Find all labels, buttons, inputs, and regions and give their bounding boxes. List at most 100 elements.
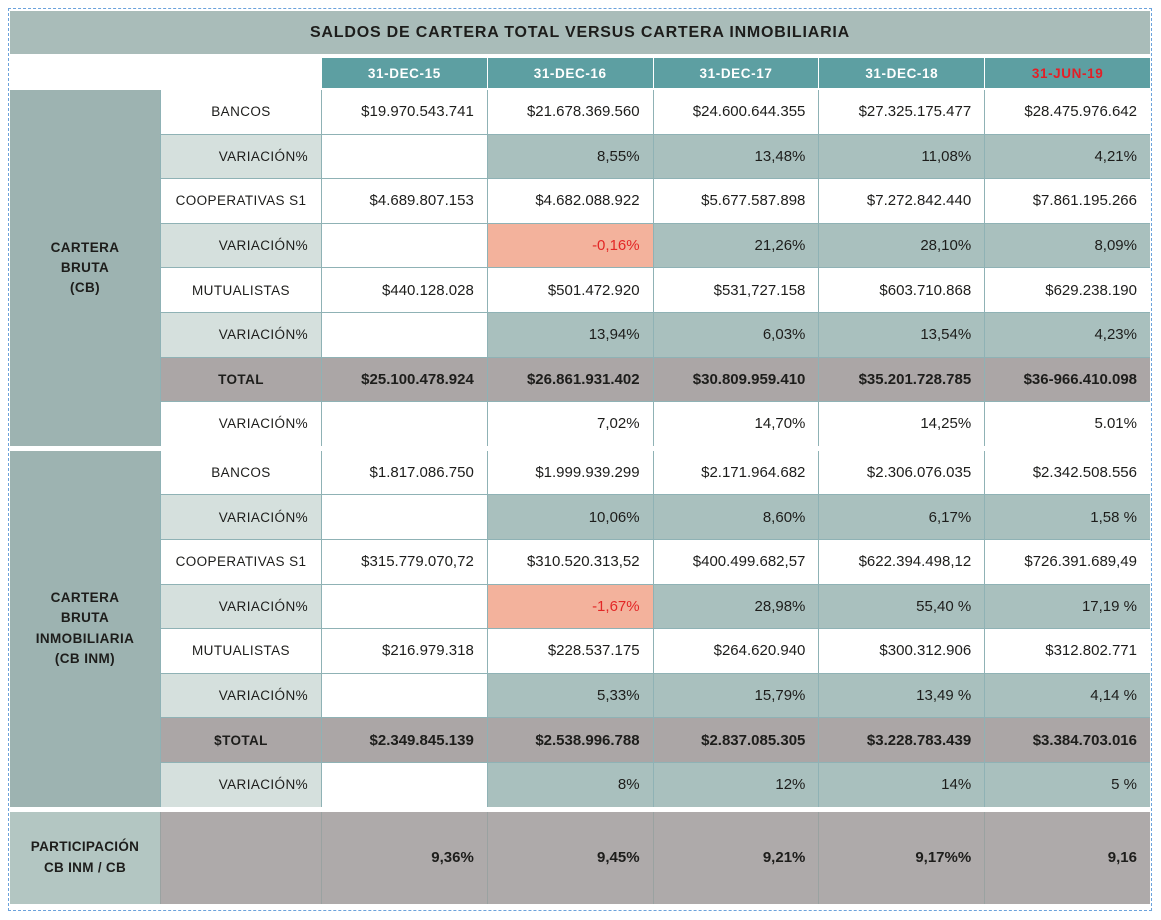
data-cell: 12% (653, 762, 819, 807)
row-label: TOTAL (161, 357, 321, 402)
data-cell: $501.472.920 (487, 268, 653, 312)
participation-row: PARTICIPACIÓN CB INM / CB 9,36% 9,45% 9,21… (10, 811, 1150, 904)
column-header-3: 31-DEC-18 (819, 58, 985, 88)
row-label: VARIACIÓN% (161, 312, 321, 357)
data-cell: $2.342.508.556 (985, 450, 1150, 495)
data-cell: 5 % (985, 762, 1150, 807)
column-header-2: 31-DEC-17 (653, 58, 819, 88)
data-cell: $7.272.842.440 (819, 179, 985, 223)
column-header-0: 31-DEC-15 (322, 58, 487, 88)
data-cell: $5.677.587.898 (653, 179, 819, 223)
row-label: VARIACIÓN% (161, 584, 321, 629)
data-cell: $603.710.868 (819, 268, 985, 312)
data-cell: 8,60% (653, 495, 819, 539)
data-cell: $26.861.931.402 (487, 357, 653, 402)
data-cell (322, 584, 487, 629)
data-cell: $3.228.783.439 (819, 718, 985, 762)
data-cell (322, 762, 487, 807)
participation-cell-0: 9,36% (322, 811, 487, 904)
data-cell: 55,40 % (819, 584, 985, 629)
data-cell: 10,06% (487, 495, 653, 539)
data-cell: $19.970.543.741 (322, 90, 487, 134)
data-cell: 8% (487, 762, 653, 807)
data-cell: 21,26% (653, 223, 819, 268)
data-cell: 8,55% (487, 134, 653, 179)
row-label: VARIACIÓN% (161, 495, 321, 539)
data-cell: $4.689.807.153 (322, 179, 487, 223)
data-cell: $7.861.195.266 (985, 179, 1150, 223)
table-sections: CARTERA BRUTA (CB) BANCOS $19.970.543.741 $… (10, 90, 1150, 807)
data-cell: $4.682.088.922 (487, 179, 653, 223)
data-cell: $216.979.318 (322, 629, 487, 673)
data-cell: -0,16% (487, 223, 653, 268)
data-cell (322, 312, 487, 357)
data-cell: 28,10% (819, 223, 985, 268)
participation-spacer-cell (161, 811, 321, 904)
participation-cell-1: 9,45% (487, 811, 653, 904)
data-cell: $315.779.070,72 (322, 539, 487, 584)
data-cell (322, 134, 487, 179)
data-cell: $300.312.906 (819, 629, 985, 673)
participation-label: PARTICIPACIÓN CB INM / CB (10, 811, 160, 904)
data-cell: 5,33% (487, 673, 653, 718)
data-cell: $310.520.313,52 (487, 539, 653, 584)
data-cell: $2.349.845.139 (322, 718, 487, 762)
data-cell: 4,23% (985, 312, 1150, 357)
data-cell: $2.538.996.788 (487, 718, 653, 762)
row-label: VARIACIÓN% (161, 402, 321, 446)
data-cell: $2.837.085.305 (653, 718, 819, 762)
data-cell: $36-966.410.098 (985, 357, 1150, 402)
participation-cell-2: 9,21% (653, 811, 819, 904)
row-label: COOPERATIVAS S1 (161, 179, 321, 223)
data-cell: 14,70% (653, 402, 819, 446)
data-cell: $1.817.086.750 (322, 450, 487, 495)
participation-cell-4: 9,16 (985, 811, 1150, 904)
data-cell: 15,79% (653, 673, 819, 718)
row-label: COOPERATIVAS S1 (161, 539, 321, 584)
data-cell: $264.620.940 (653, 629, 819, 673)
table-title: SALDOS DE CARTERA TOTAL VERSUS CARTERA I… (10, 11, 1150, 54)
header-spacer-cell (10, 58, 321, 88)
data-cell (322, 673, 487, 718)
data-cell: 14,25% (819, 402, 985, 446)
data-cell: 4,14 % (985, 673, 1150, 718)
data-cell: 6,17% (819, 495, 985, 539)
data-cell: $228.537.175 (487, 629, 653, 673)
data-cell: $21.678.369.560 (487, 90, 653, 134)
data-cell: 1,58 % (985, 495, 1150, 539)
row-label: MUTUALISTAS (161, 629, 321, 673)
column-header-4: 31-JUN-19 (985, 58, 1150, 88)
data-cell: 13,49 % (819, 673, 985, 718)
data-cell: 5.01% (985, 402, 1150, 446)
row-label: VARIACIÓN% (161, 762, 321, 807)
data-cell: 7,02% (487, 402, 653, 446)
data-cell: $28.475.976.642 (985, 90, 1150, 134)
data-cell: 13,54% (819, 312, 985, 357)
data-cell: 28,98% (653, 584, 819, 629)
data-cell: 8,09% (985, 223, 1150, 268)
data-cell: $2.171.964.682 (653, 450, 819, 495)
data-cell: $24.600.644.355 (653, 90, 819, 134)
row-label: VARIACIÓN% (161, 223, 321, 268)
data-cell: $622.394.498,12 (819, 539, 985, 584)
data-cell: 13,94% (487, 312, 653, 357)
row-label: $TOTAL (161, 718, 321, 762)
data-cell: $726.391.689,49 (985, 539, 1150, 584)
data-cell: $1.999.939.299 (487, 450, 653, 495)
data-cell: $3.384.703.016 (985, 718, 1150, 762)
data-cell: 6,03% (653, 312, 819, 357)
data-cell (322, 495, 487, 539)
data-cell: $400.499.682,57 (653, 539, 819, 584)
data-cell: 14% (819, 762, 985, 807)
data-cell: 17,19 % (985, 584, 1150, 629)
data-cell: $312.802.771 (985, 629, 1150, 673)
section-1: CARTERA BRUTA INMOBILIARIA (CB INM) BANCO… (10, 450, 1150, 807)
row-label: BANCOS (161, 90, 321, 134)
data-cell (322, 223, 487, 268)
section-label-1: CARTERA BRUTA INMOBILIARIA (CB INM) (10, 450, 160, 807)
data-cell: 11,08% (819, 134, 985, 179)
section-label-0: CARTERA BRUTA (CB) (10, 90, 160, 446)
data-cell: $531,727.158 (653, 268, 819, 312)
row-label: BANCOS (161, 450, 321, 495)
section-0: CARTERA BRUTA (CB) BANCOS $19.970.543.741 $… (10, 90, 1150, 446)
